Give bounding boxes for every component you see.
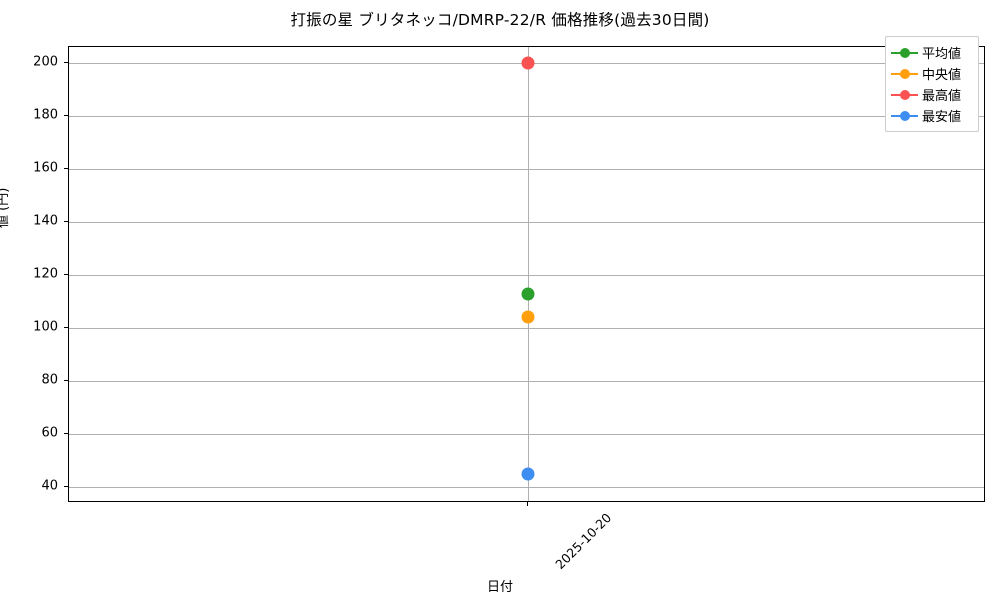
gridline xyxy=(69,434,984,436)
chart-title: 打振の星 ブリタネッコ/DMRP-22/R 価格推移(過去30日間) xyxy=(290,11,710,29)
y-tick-label: 180 xyxy=(33,107,58,123)
y-tick-mark xyxy=(64,433,68,435)
x-tick-mark xyxy=(526,502,528,506)
legend-item[interactable]: 最高値 xyxy=(891,84,973,105)
legend-swatch-average xyxy=(891,46,918,59)
legend-swatch-highest xyxy=(891,88,918,101)
y-tick-label: 100 xyxy=(33,319,58,335)
plot-area xyxy=(68,46,985,502)
legend-label-median: 中央値 xyxy=(922,68,962,83)
legend-swatch-median xyxy=(891,67,918,80)
vertical-gridline xyxy=(527,47,529,501)
y-tick-label: 200 xyxy=(33,54,58,70)
legend-item[interactable]: 平均値 xyxy=(891,42,973,63)
x-tick-label: 2025-10-20 xyxy=(551,510,614,572)
y-tick-mark xyxy=(64,114,68,116)
data-point xyxy=(521,56,534,70)
y-tick-mark xyxy=(64,61,68,63)
gridline xyxy=(69,115,984,117)
y-tick-mark xyxy=(64,220,68,222)
y-tick-label: 140 xyxy=(33,213,58,229)
legend-swatch-lowest xyxy=(891,109,918,122)
y-tick-mark xyxy=(64,486,68,488)
chart-legend: 平均値 中央値 最高値 最安値 xyxy=(885,36,979,132)
legend-label-average: 平均値 xyxy=(922,47,962,62)
y-tick-label: 80 xyxy=(41,372,58,388)
y-tick-mark xyxy=(64,380,68,382)
legend-marker-icon xyxy=(899,47,910,58)
gridline xyxy=(69,381,984,383)
legend-marker-icon xyxy=(899,110,910,121)
data-point xyxy=(521,287,534,301)
y-tick-label: 60 xyxy=(41,425,58,441)
gridline xyxy=(69,168,984,170)
y-tick-mark xyxy=(64,327,68,329)
legend-item[interactable]: 中央値 xyxy=(891,63,973,84)
y-tick-mark xyxy=(64,167,68,169)
gridline xyxy=(69,221,984,223)
y-tick-label: 160 xyxy=(33,160,58,176)
data-point xyxy=(521,310,534,324)
gridline xyxy=(69,487,984,489)
legend-marker-icon xyxy=(899,68,910,79)
legend-item[interactable]: 最安値 xyxy=(891,105,973,126)
legend-label-highest: 最高値 xyxy=(922,89,962,104)
gridline xyxy=(69,275,984,276)
legend-label-lowest: 最安値 xyxy=(922,110,962,125)
y-tick-label: 40 xyxy=(41,478,58,494)
y-tick-mark xyxy=(64,274,68,275)
gridline xyxy=(69,328,984,330)
data-point xyxy=(521,467,534,481)
y-tick-label: 120 xyxy=(33,266,58,282)
x-axis-label: 日付 xyxy=(486,580,513,595)
legend-marker-icon xyxy=(899,89,910,100)
